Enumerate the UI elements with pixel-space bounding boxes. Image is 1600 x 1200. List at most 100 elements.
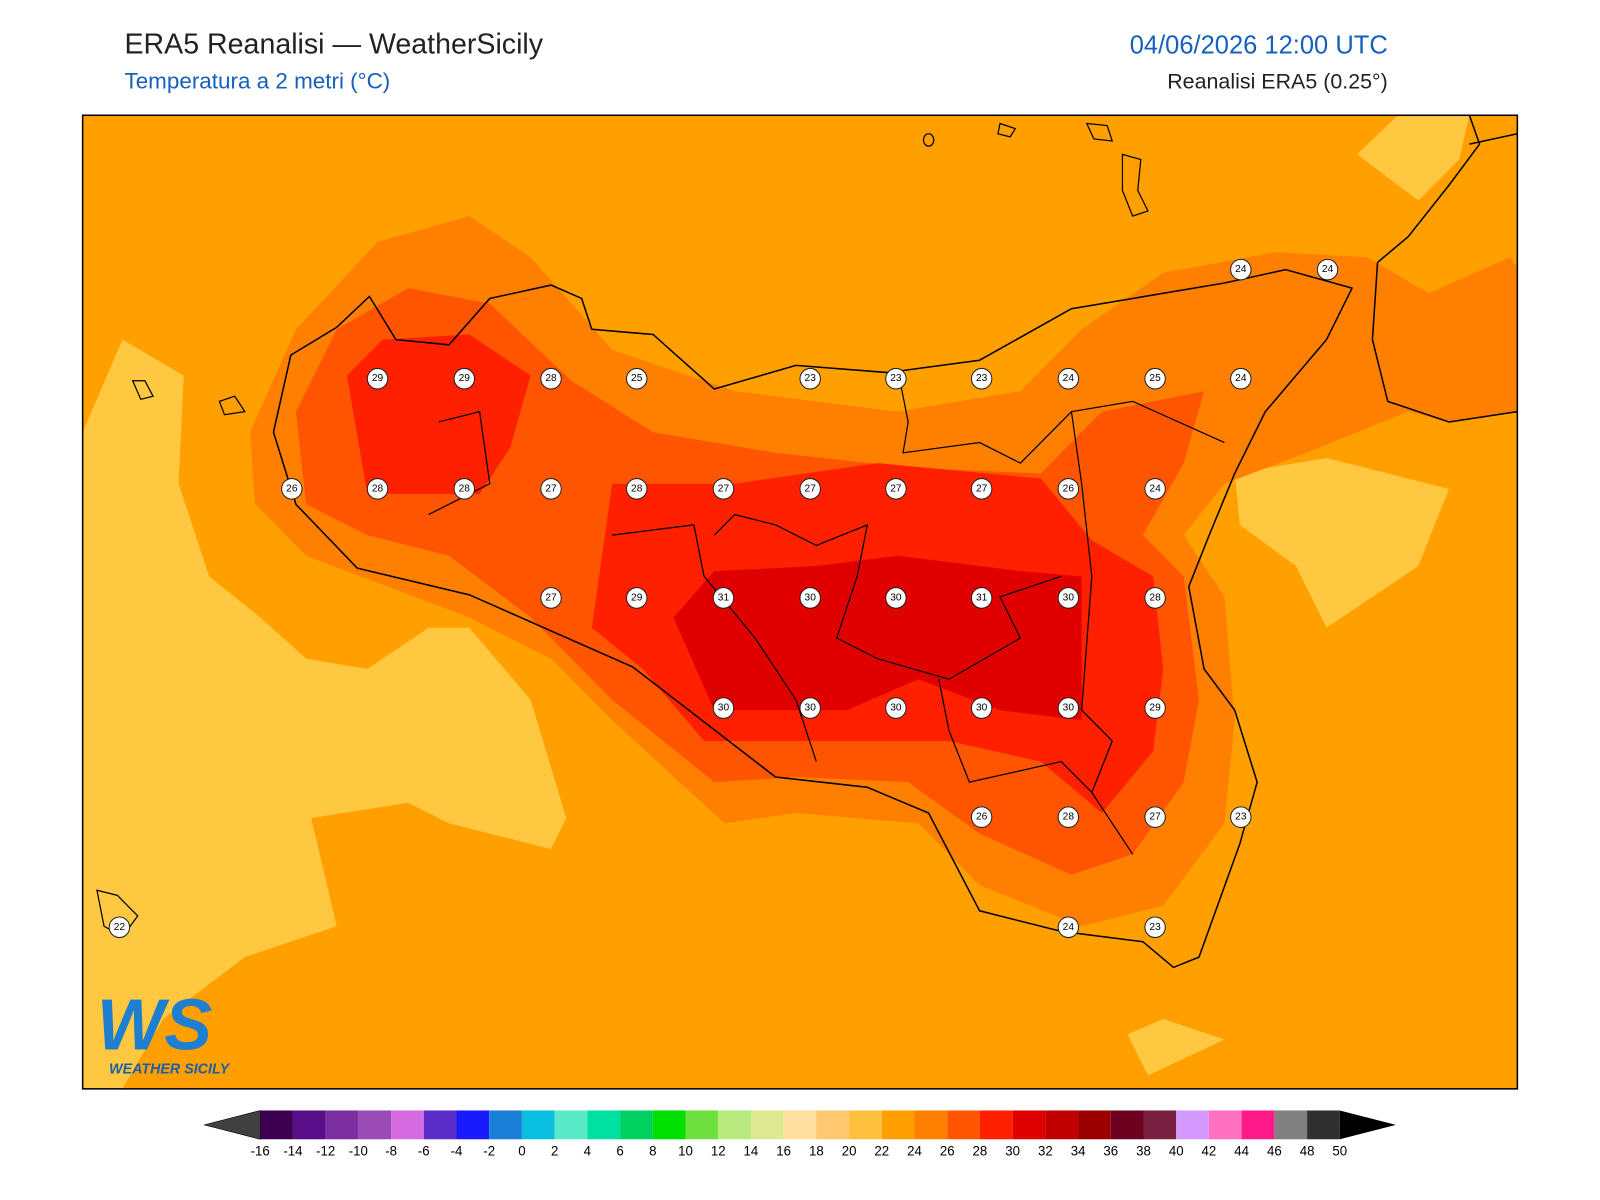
colorbar-tick-label: 12	[711, 1144, 726, 1159]
colorbar-segment	[718, 1110, 751, 1140]
colorbar-under	[204, 1110, 261, 1140]
station-value: 23	[1149, 922, 1161, 933]
colorbar-segment	[685, 1110, 719, 1140]
colorbar-segment	[1208, 1110, 1242, 1140]
colorbar-tick-label: 18	[809, 1144, 824, 1159]
colorbar-tick-label: 2	[551, 1144, 558, 1159]
station-marker	[1230, 258, 1252, 281]
colorbar-segment	[554, 1110, 588, 1140]
station-marker	[885, 587, 907, 609]
colorbar: -16 -14 -12 -10 -8 -6 -4 -2 0 2 4 6 8 10 12 14 16 18 20 22 2…	[204, 1110, 1396, 1159]
station-value: 24	[1235, 264, 1247, 275]
colorbar-segment	[292, 1110, 326, 1140]
station-marker	[712, 697, 735, 719]
datetime: 04/06/2026 12:00 UTC	[1130, 31, 1388, 59]
station-marker	[799, 697, 821, 719]
colorbar-tick-label: 38	[1136, 1144, 1151, 1159]
coastline-sicily	[272, 268, 1354, 969]
station-value: 27	[805, 483, 817, 494]
station-value: 27	[1149, 812, 1161, 823]
station-value: 26	[286, 483, 298, 494]
colorbar-segment	[750, 1110, 784, 1140]
station-marker	[799, 587, 821, 609]
colorbar-segment	[1143, 1110, 1177, 1140]
map-area: 24 24 29 29 28 25 23 23 23 24 25 24 26 28 28 27 28 27 27 27…	[82, 115, 1518, 1089]
colorbar-segment	[652, 1110, 686, 1140]
colorbar-tick-label: 34	[1071, 1144, 1086, 1159]
station-value: 29	[459, 373, 471, 384]
station-marker	[885, 367, 907, 390]
colorbar-tick-label: 6	[616, 1144, 623, 1159]
logo-mark: WS	[97, 985, 212, 1065]
station-value: 28	[459, 483, 471, 494]
station-marker	[453, 367, 475, 390]
station-marker	[1144, 697, 1166, 719]
station-value: 31	[718, 592, 730, 603]
station-value: 28	[1149, 592, 1161, 603]
station-marker	[1144, 916, 1166, 939]
colorbar-segment	[979, 1110, 1013, 1140]
station-value: 29	[1149, 703, 1161, 714]
station-value: 22	[114, 922, 126, 933]
station-marker	[799, 367, 821, 390]
station-marker	[1144, 367, 1166, 390]
station-value: 30	[1063, 703, 1075, 714]
station-value: 27	[718, 483, 730, 494]
station-value: 23	[1235, 812, 1247, 823]
colorbar-tick-label: -10	[349, 1144, 368, 1159]
colorbar-segment	[1274, 1110, 1308, 1140]
station-marker	[970, 587, 993, 609]
station-value: 30	[805, 592, 817, 603]
station-marker	[540, 478, 562, 500]
colorbar-segment	[816, 1110, 850, 1140]
colorbar-tick-label: 24	[907, 1144, 922, 1159]
colorbar-tick-label: 42	[1202, 1144, 1217, 1159]
station-marker	[1057, 367, 1080, 390]
station-value: 26	[976, 812, 988, 823]
station-marker	[970, 697, 993, 719]
station-marker	[1057, 697, 1080, 719]
station-value: 25	[1149, 373, 1161, 384]
islands	[96, 122, 1149, 938]
station-value: 30	[1063, 592, 1075, 603]
station-value: 30	[805, 703, 817, 714]
station-value: 27	[545, 592, 557, 603]
station-value: 29	[631, 592, 643, 603]
colorbar-tick-label: 48	[1300, 1144, 1315, 1159]
station-marker	[1316, 258, 1339, 281]
station-value: 30	[890, 592, 902, 603]
coastline-calabria	[1362, 115, 1518, 423]
colorbar-segment	[456, 1110, 490, 1140]
province-borders	[428, 370, 1225, 855]
station-marker	[1144, 806, 1166, 828]
colorbar-tick-label: 14	[744, 1144, 759, 1159]
station-value: 24	[1063, 373, 1075, 384]
colorbar-segment	[947, 1110, 980, 1140]
station-marker	[1057, 806, 1080, 828]
source: Reanalisi ERA5 (0.25°)	[1167, 69, 1388, 93]
station-marker	[885, 697, 907, 719]
station-marker	[540, 367, 562, 390]
station-marker	[1057, 478, 1080, 500]
station-value: 25	[631, 373, 643, 384]
colorbar-segment	[423, 1110, 457, 1140]
colorbar-tick-label: 8	[649, 1144, 656, 1159]
station-value: 23	[805, 373, 817, 384]
station-value: 27	[890, 483, 902, 494]
station-value: 26	[1063, 483, 1075, 494]
station-marker	[799, 478, 821, 500]
colorbar-tick-label: -8	[385, 1144, 397, 1159]
colorbar-segment	[1241, 1110, 1275, 1140]
station-value: 23	[976, 373, 988, 384]
subtitle: Temperatura a 2 metri (°C)	[124, 68, 390, 93]
colorbar-segment	[1110, 1110, 1144, 1140]
station-value: 30	[890, 703, 902, 714]
station-value: 28	[372, 483, 384, 494]
colorbar-tick-label: 50	[1332, 1144, 1347, 1159]
colorbar-tick-label: -4	[451, 1144, 463, 1159]
station-marker	[970, 367, 993, 390]
station-value: 28	[631, 483, 643, 494]
station-value: 30	[718, 703, 730, 714]
station-marker	[626, 478, 648, 500]
